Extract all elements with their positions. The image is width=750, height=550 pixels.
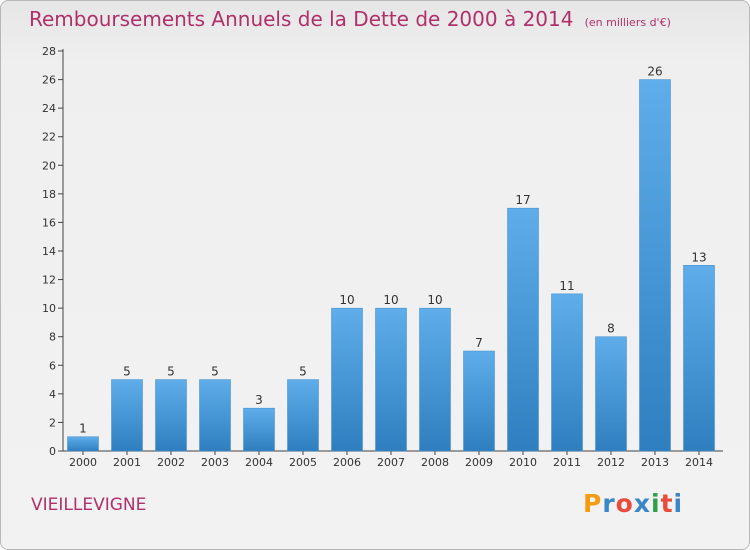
logo-letter: r (602, 489, 616, 518)
y-tick-label: 6 (49, 359, 56, 372)
y-tick-label: 12 (42, 274, 56, 287)
proxiti-logo: Proxiti (583, 489, 683, 518)
x-tick-label-2000: 2000 (69, 456, 97, 469)
value-label-2007: 10 (383, 293, 398, 307)
x-tick-label-2014: 2014 (685, 456, 713, 469)
bar-2002 (155, 379, 187, 452)
y-tick-label: 0 (49, 445, 56, 458)
bar-2011 (551, 293, 583, 452)
bar-2013 (639, 79, 671, 452)
value-label-2008: 10 (427, 293, 442, 307)
bar-2006 (331, 307, 363, 452)
bar-2003 (199, 379, 231, 452)
value-label-2002: 5 (167, 365, 175, 379)
chart-title-unit: (en milliers d'€) (584, 16, 671, 29)
bar-2014 (683, 265, 715, 452)
logo-letter: x (633, 489, 651, 518)
bar-2004 (243, 407, 275, 452)
logo-letter: i (651, 489, 661, 518)
chart-title: Remboursements Annuels de la Dette de 20… (29, 7, 671, 31)
value-label-2010: 17 (515, 193, 530, 207)
y-tick-label: 18 (42, 188, 56, 201)
bar-2008 (419, 307, 451, 452)
y-tick-label: 4 (49, 388, 56, 401)
x-tick-label-2003: 2003 (201, 456, 229, 469)
y-tick-label: 24 (42, 102, 56, 115)
bar-2005 (287, 379, 319, 452)
value-label-2011: 11 (559, 279, 574, 293)
y-tick-label: 10 (42, 302, 56, 315)
logo-letter: t (660, 489, 674, 518)
chart-labels: 2000 1 2001 5 2002 5 2003 5 2004 3 2005 5 2006 10 2007… (69, 65, 713, 469)
bar-2007 (375, 307, 407, 452)
value-label-2014: 13 (691, 250, 706, 264)
x-tick-label-2001: 2001 (113, 456, 141, 469)
bar-2012 (595, 336, 627, 452)
chart-bars (67, 79, 715, 452)
y-tick-label: 28 (42, 45, 56, 58)
chart-title-main: Remboursements Annuels de la Dette de 20… (29, 7, 574, 31)
logo-letter: P (583, 489, 603, 518)
y-tick-label: 20 (42, 159, 56, 172)
y-tick-label: 14 (42, 245, 56, 258)
x-tick-label-2008: 2008 (421, 456, 449, 469)
bar-2001 (111, 379, 143, 452)
x-tick-label-2004: 2004 (245, 456, 273, 469)
value-label-2006: 10 (339, 293, 354, 307)
x-tick-label-2006: 2006 (333, 456, 361, 469)
x-tick-label-2005: 2005 (289, 456, 317, 469)
x-tick-label-2002: 2002 (157, 456, 185, 469)
value-label-2001: 5 (123, 365, 131, 379)
y-tick-label: 26 (42, 74, 56, 87)
x-tick-label-2010: 2010 (509, 456, 537, 469)
value-label-2012: 8 (607, 322, 615, 336)
value-label-2000: 1 (79, 422, 87, 436)
y-tick-label: 2 (49, 416, 56, 429)
bar-2010 (507, 207, 539, 452)
value-label-2004: 3 (255, 393, 263, 407)
value-label-2013: 26 (647, 65, 662, 79)
value-label-2009: 7 (475, 336, 483, 350)
x-tick-label-2012: 2012 (597, 456, 625, 469)
x-tick-label-2013: 2013 (641, 456, 669, 469)
y-tick-label: 22 (42, 131, 56, 144)
value-label-2003: 5 (211, 365, 219, 379)
y-tick-label: 8 (49, 331, 56, 344)
x-tick-label-2011: 2011 (553, 456, 581, 469)
x-tick-label-2007: 2007 (377, 456, 405, 469)
y-tick-label: 16 (42, 216, 56, 229)
logo-letter: o (615, 489, 634, 518)
logo-letter: i (673, 489, 684, 518)
bar-2009 (463, 350, 495, 452)
bar-2000 (67, 436, 99, 452)
value-label-2005: 5 (299, 365, 307, 379)
x-tick-label-2009: 2009 (465, 456, 493, 469)
commune-name: VIEILLEVIGNE (31, 495, 147, 515)
